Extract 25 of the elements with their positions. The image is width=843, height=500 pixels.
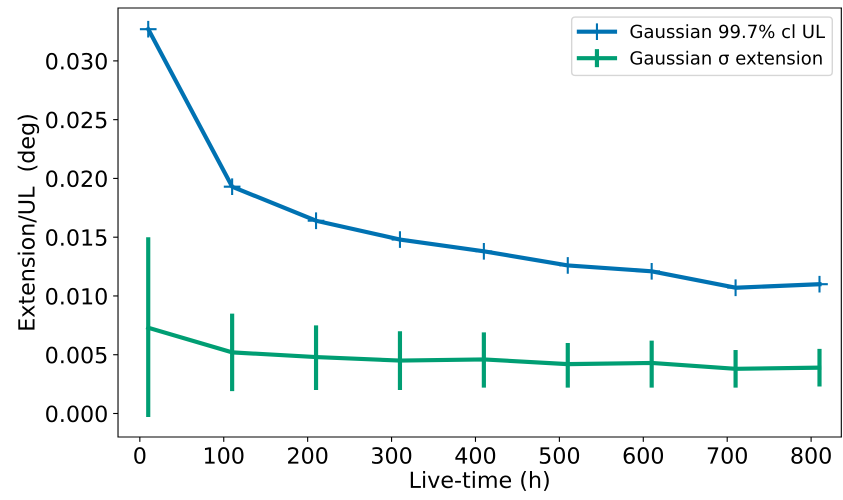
legend-label: Gaussian σ extension [630,50,822,65]
legend-label: Gaussian 99.7% cl UL [630,24,825,38]
x-tick-label: 100 [204,447,244,464]
x-tick-label: 600 [624,447,664,464]
x-tick-label: 500 [540,447,580,464]
point [474,242,494,261]
point [306,211,326,230]
point [222,177,242,196]
y-tick-label: 0.010 [46,288,107,305]
y-axis-title: Extension/UL (deg) [18,115,40,330]
y-tick-label: 0.015 [46,229,106,246]
y-tick-label: 0.030 [46,52,107,70]
x-tick-label: 400 [455,447,496,464]
point [390,230,410,249]
x-axis-title: Live-time (h) [410,471,549,491]
point [138,20,158,39]
x-tick-label: 700 [708,447,747,464]
x-tick-label: 800 [791,447,831,464]
x-tick-label: 0 [134,447,146,464]
x-tick-label: 300 [372,447,412,464]
y-tick-label: 0.000 [46,405,107,422]
y-tick-label: 0.020 [46,170,107,188]
y-tick-label: 0.005 [46,346,106,364]
y-tick-label: 0.025 [46,112,106,128]
x-tick-label: 200 [288,447,328,464]
